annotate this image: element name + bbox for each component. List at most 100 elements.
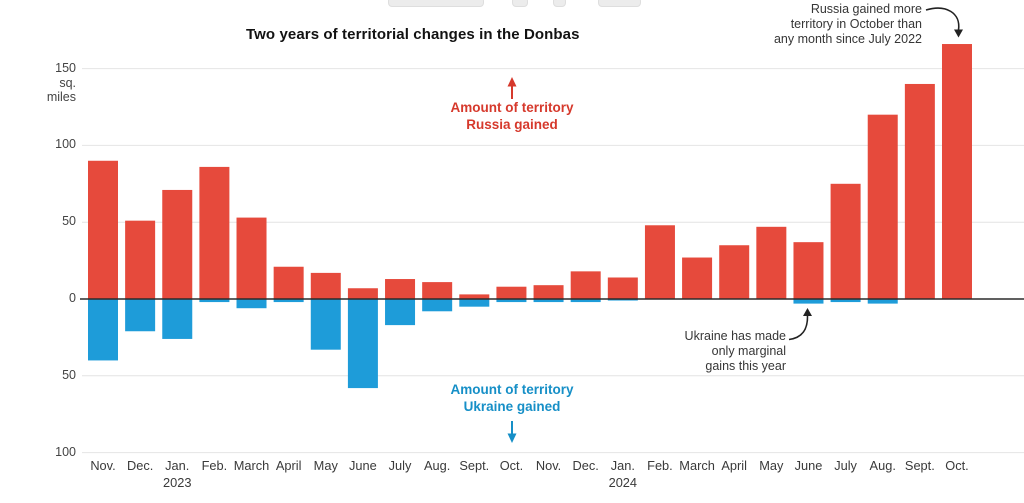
bar-ukraine-dec-13 — [570, 299, 601, 303]
bar-russia-oct-11 — [496, 286, 527, 299]
x-year-label: 2023 — [163, 475, 192, 490]
x-tick-label: Aug. — [423, 458, 451, 473]
bar-russia-dec-1 — [125, 220, 156, 299]
x-tick-label: Jan. — [165, 458, 190, 473]
x-tick-label: Nov. — [535, 458, 562, 473]
bar-ukraine-march-4 — [236, 299, 267, 309]
bar-russia-july-20 — [830, 183, 861, 299]
bar-russia-jan-14 — [607, 277, 638, 299]
marginal-gains-annotation: Ukraine has made only marginal gains thi… — [586, 329, 786, 374]
x-tick-label: April — [721, 458, 747, 473]
bar-russia-aug-21 — [867, 114, 898, 300]
y-axis-unit-label: miles — [46, 89, 76, 104]
x-tick-label: Feb. — [647, 458, 673, 473]
x-tick-label: Sept. — [904, 458, 935, 473]
x-tick-label: July — [834, 458, 857, 473]
russia-gained-annotation: Amount of territory Russia gained — [412, 99, 612, 133]
bar-ukraine-april-5 — [273, 299, 304, 303]
x-year-label: 2024 — [608, 475, 638, 490]
bar-russia-july-8 — [385, 279, 416, 299]
bar-russia-nov-0 — [88, 160, 118, 299]
bar-ukraine-june-19 — [793, 299, 824, 304]
x-tick-label: March — [233, 458, 270, 473]
annotation-line: Russia gained more — [810, 2, 922, 16]
x-tick-label: Oct. — [499, 458, 524, 473]
cropped-button-remnant — [512, 0, 528, 7]
bar-russia-dec-13 — [570, 271, 601, 299]
x-tick-label: Dec. — [572, 458, 599, 473]
curved-arrow-icon — [788, 314, 809, 341]
y-tick-label: 50 — [62, 214, 76, 229]
x-tick-label: June — [349, 458, 377, 473]
curved-arrowhead-icon — [954, 29, 963, 38]
bar-russia-sept-10 — [459, 294, 490, 299]
bar-russia-jan-2 — [162, 189, 193, 299]
chart-title: Two years of territorial changes in the … — [246, 26, 580, 43]
x-tick-label: Aug. — [869, 458, 896, 473]
annotation-line: Amount of territory — [450, 382, 574, 397]
cropped-button-remnant — [598, 0, 641, 7]
bar-ukraine-nov-12 — [533, 299, 564, 303]
bar-ukraine-nov-0 — [88, 299, 118, 361]
x-tick-label: March — [679, 458, 715, 473]
cropped-button-remnant — [388, 0, 484, 7]
y-tick-label: 100 — [55, 444, 76, 459]
bar-ukraine-sept-10 — [459, 299, 490, 307]
bar-russia-aug-9 — [422, 282, 453, 299]
x-tick-label: July — [388, 458, 412, 473]
x-tick-label: Oct. — [945, 458, 969, 473]
x-tick-label: Dec. — [126, 458, 154, 473]
bar-russia-march-16 — [682, 257, 713, 299]
annotation-line: Ukraine gained — [463, 399, 561, 414]
bar-russia-sept-22 — [904, 83, 935, 300]
bar-ukraine-feb-3 — [199, 299, 230, 303]
x-tick-label: Feb. — [201, 458, 228, 473]
bar-russia-april-5 — [273, 266, 304, 299]
y-tick-label: 100 — [55, 137, 76, 152]
y-tick-label: 50 — [62, 367, 76, 382]
y-tick-label: 0 — [69, 291, 76, 305]
x-tick-label: Sept. — [459, 458, 490, 473]
bar-ukraine-oct-11 — [496, 299, 527, 303]
bar-russia-june-7 — [347, 288, 378, 299]
annotation-line: Russia gained — [466, 117, 558, 132]
bar-ukraine-dec-1 — [125, 299, 156, 332]
annotation-line: any month since July 2022 — [773, 32, 922, 46]
bar-ukraine-may-6 — [310, 299, 341, 350]
bar-ukraine-june-7 — [347, 299, 378, 389]
x-tick-label: Jan. — [610, 458, 635, 473]
x-tick-label: June — [794, 458, 823, 473]
bar-ukraine-aug-21 — [867, 299, 898, 304]
bar-russia-oct-23 — [941, 44, 972, 299]
annotation-line: only marginal — [711, 344, 786, 358]
bar-russia-may-6 — [310, 272, 341, 299]
bar-russia-nov-12 — [533, 285, 564, 299]
bar-russia-june-19 — [793, 242, 824, 299]
october-record-annotation: Russia gained more territory in October … — [722, 2, 922, 47]
x-tick-label: Nov. — [90, 458, 116, 473]
curved-arrow-icon — [925, 7, 960, 31]
curved-arrowhead-icon — [803, 308, 812, 316]
up-arrowhead-icon — [507, 77, 517, 87]
bar-russia-april-17 — [719, 245, 750, 299]
bar-russia-may-18 — [756, 226, 787, 299]
bar-russia-feb-15 — [644, 225, 675, 299]
cropped-button-remnant — [553, 0, 566, 7]
ukraine-gained-annotation: Amount of territory Ukraine gained — [412, 381, 612, 415]
bar-ukraine-july-20 — [830, 299, 861, 303]
bar-russia-feb-3 — [199, 166, 230, 299]
down-arrowhead-icon — [507, 433, 517, 443]
bar-ukraine-july-8 — [385, 299, 416, 326]
y-axis-unit-label: sq. — [59, 75, 76, 90]
x-tick-label: April — [275, 458, 302, 473]
annotation-line: territory in October than — [790, 17, 922, 31]
annotation-line: Amount of territory — [450, 100, 574, 115]
bar-russia-march-4 — [236, 217, 267, 299]
x-tick-label: May — [313, 458, 338, 473]
annotation-line: Ukraine has made — [684, 329, 786, 343]
annotation-line: gains this year — [705, 359, 786, 373]
x-tick-label: May — [759, 458, 784, 473]
bar-ukraine-jan-2 — [162, 299, 193, 339]
